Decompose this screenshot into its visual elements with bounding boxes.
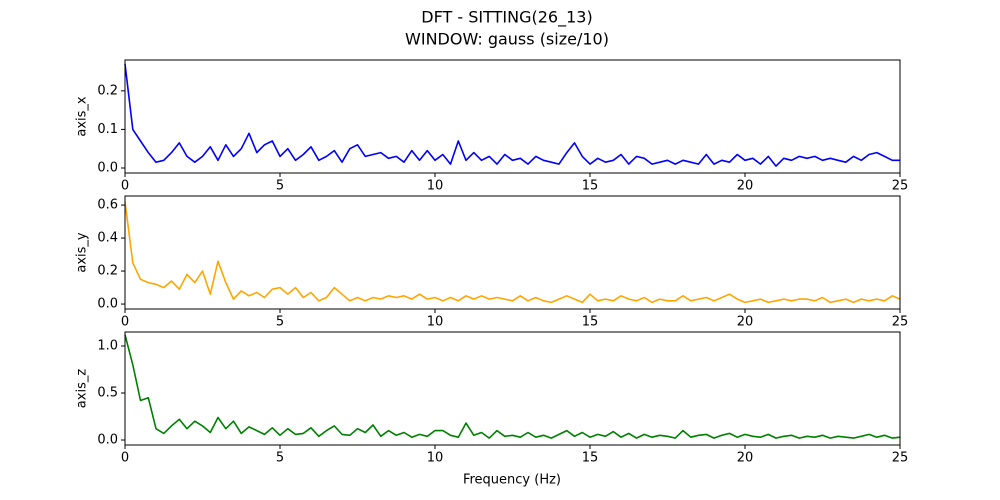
x-tick-label: 5 <box>276 315 284 330</box>
x-tick-label: 10 <box>427 179 444 194</box>
y-tick-label: 0.0 <box>97 297 118 312</box>
x-tick-label: 25 <box>892 451 909 466</box>
series-line <box>124 201 901 304</box>
y-tick-label: 0.1 <box>97 122 118 137</box>
x-tick-label: 5 <box>276 451 284 466</box>
x-tick-label: 25 <box>892 315 909 330</box>
y-axis-label: axis_y <box>75 232 90 273</box>
x-tick-label: 15 <box>582 315 599 330</box>
x-tick-label: 15 <box>582 451 599 466</box>
x-tick-label: 5 <box>276 179 284 194</box>
y-tick-label: 0.2 <box>97 83 118 98</box>
y-tick-label: 0.0 <box>97 433 118 448</box>
x-tick-label: 10 <box>427 315 444 330</box>
y-tick-label: 1.0 <box>97 339 118 354</box>
y-tick-label: 0.6 <box>97 198 118 213</box>
chart-subtitle: WINDOW: gauss (size/10) <box>405 30 609 49</box>
x-tick-label: 0 <box>121 451 129 466</box>
y-tick-label: 0.2 <box>97 264 118 279</box>
x-tick-label: 15 <box>582 179 599 194</box>
y-tick-label: 0.4 <box>97 231 118 246</box>
y-tick-label: 0.0 <box>97 160 118 175</box>
axes-frame <box>124 331 901 446</box>
y-tick-label: 0.5 <box>97 386 118 401</box>
x-tick-label: 20 <box>737 315 754 330</box>
x-axis-label: Frequency (Hz) <box>463 473 561 488</box>
series-line <box>124 63 900 167</box>
series-line <box>124 334 901 439</box>
axes-frame <box>124 195 901 310</box>
x-tick-label: 20 <box>737 179 754 194</box>
chart-title: DFT - SITTING(26_13) <box>421 8 592 28</box>
x-tick-label: 25 <box>892 179 909 194</box>
axes-frame <box>124 59 901 174</box>
x-tick-label: 10 <box>427 451 444 466</box>
y-axis-label: axis_z <box>75 369 90 409</box>
x-tick-label: 0 <box>121 179 129 194</box>
x-tick-label: 0 <box>121 315 129 330</box>
x-tick-label: 20 <box>737 451 754 466</box>
y-axis-label: axis_x <box>75 96 90 137</box>
